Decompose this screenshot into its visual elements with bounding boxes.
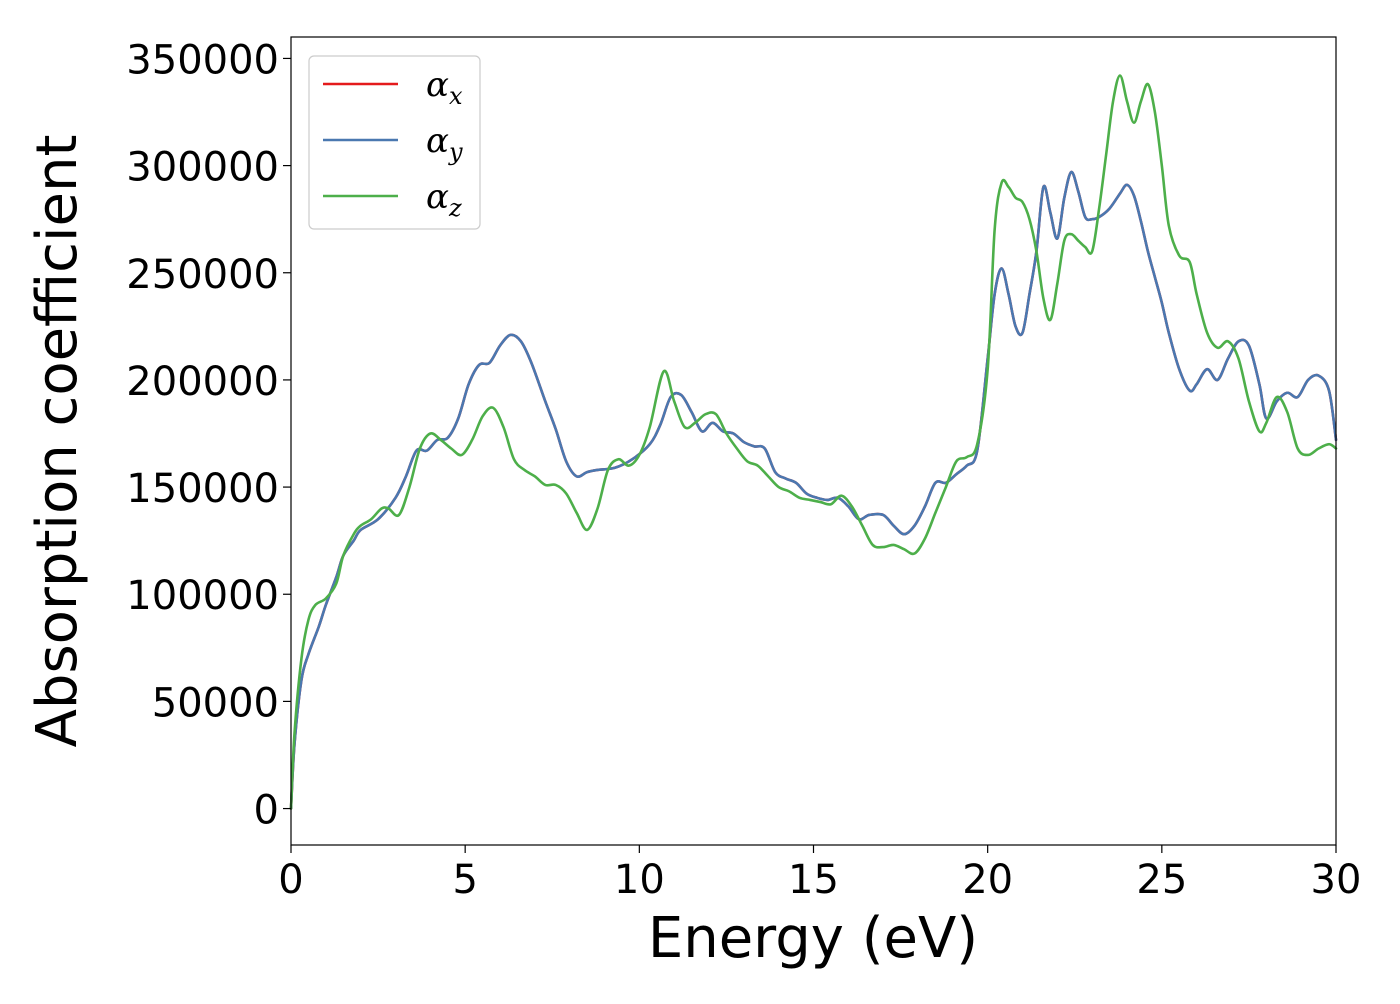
x-axis-ticks: 0 5 10 15 20 25 30: [278, 845, 1361, 903]
series-line-z: [289, 74, 1338, 810]
y-axis-ticks: 0 50000 100000 150000 200000 250000 300000 3500…: [126, 37, 291, 834]
legend-label-z: αz: [426, 177, 462, 222]
series-line-x: [289, 170, 1338, 810]
x-tick-label: 15: [788, 857, 839, 903]
series-line-y: [289, 170, 1338, 810]
y-tick-label: 300000: [126, 145, 279, 191]
y-tick-label: 250000: [126, 252, 279, 298]
x-tick-label: 5: [452, 857, 477, 903]
y-tick-label: 150000: [126, 466, 279, 512]
x-tick-label: 30: [1311, 857, 1362, 903]
y-tick-label: 100000: [126, 573, 279, 619]
y-axis-title: Absorption coefficient: [25, 135, 90, 748]
legend-items: αx αy αz: [323, 65, 463, 222]
x-tick-label: 25: [1136, 857, 1187, 903]
y-tick-label: 0: [254, 788, 279, 834]
y-tick-label: 200000: [126, 359, 279, 405]
legend: αx αy αz: [308, 55, 481, 230]
legend-box: [308, 55, 481, 230]
x-tick-label: 0: [278, 857, 303, 903]
series-layer: [289, 74, 1338, 810]
y-tick-label: 350000: [126, 37, 279, 83]
legend-label-y: αy: [426, 121, 463, 166]
x-tick-label: 20: [962, 857, 1013, 903]
x-tick-label: 10: [614, 857, 665, 903]
legend-label-x: αx: [426, 65, 463, 110]
x-axis-title: Energy (eV): [648, 906, 978, 971]
y-tick-label: 50000: [152, 680, 279, 726]
